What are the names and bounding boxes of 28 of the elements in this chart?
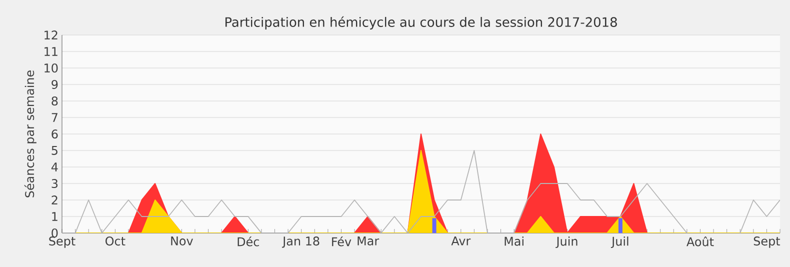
y-tick-label: 4 [51, 162, 58, 172]
y-tick-label: 7 [52, 113, 58, 122]
y-tick-label: 10 [44, 63, 58, 73]
chart-title: Participation en hémicycle au cours de la session 2017-2018 [225, 16, 617, 30]
y-tick-label: 3 [52, 178, 58, 188]
x-tick-label: Juin [556, 236, 578, 248]
y-tick-label: 5 [52, 146, 58, 155]
x-tick-label: Nov [171, 236, 193, 246]
y-tick-label: 0 [52, 228, 58, 238]
x-tick-label: Fév [332, 236, 352, 246]
x-tick-label: Sept [49, 236, 76, 248]
y-axis-title: Séances par semaine [24, 70, 36, 198]
x-tick-label: Août [686, 236, 714, 246]
x-tick-label: Jan 18 [282, 236, 320, 248]
y-tick-label: 12 [44, 30, 58, 40]
y-tick-label: 2 [52, 196, 58, 204]
y-tick-label: 8 [52, 96, 58, 106]
x-tick-label: Sept [754, 236, 780, 248]
x-tick-label: Avr [451, 236, 471, 246]
x-tick-label: Mai [504, 236, 524, 246]
x-tick-label: Juil [610, 236, 628, 248]
y-tick-label: 11 [44, 47, 58, 56]
x-tick-label: Oct [106, 236, 126, 246]
x-tick-label: Déc [238, 236, 259, 246]
x-tick-label: Mar [358, 236, 380, 246]
y-tick-label: 9 [52, 80, 58, 90]
y-tick-label: 1 [52, 212, 58, 221]
y-tick-label: 6 [52, 129, 58, 139]
